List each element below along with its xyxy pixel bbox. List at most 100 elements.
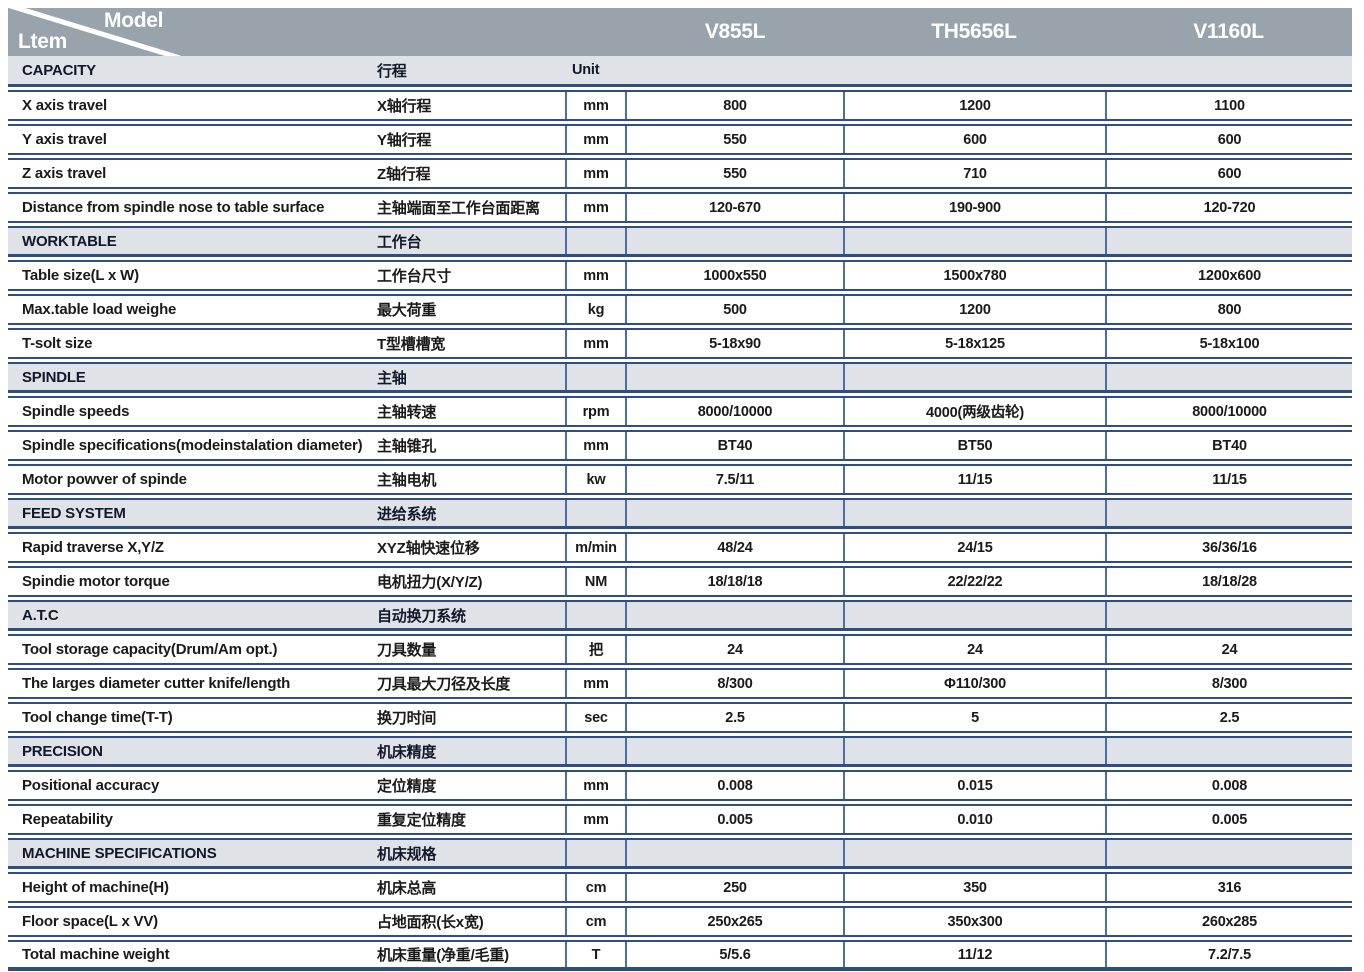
spec-value-th5656l: 5 [843,704,1105,731]
empty-cell [1105,364,1352,390]
spec-value-th5656l: BT50 [843,432,1105,459]
spec-name-en: Motor powver of spinde [22,471,187,488]
spec-value-v855l: 5/5.6 [719,946,751,963]
spec-value-v1160l: 8000/10000 [1105,398,1352,425]
spec-value-th5656l: 4000(两级齿轮) [843,398,1105,425]
unit-column-label [565,840,627,866]
spec-value-v1160l: 600 [1105,126,1352,153]
section-title-en: WORKTABLE [22,232,117,250]
empty-cell [627,364,843,390]
spec-value-v855l: 250x265 [707,913,763,930]
spec-name-en: Spindle speeds [22,403,130,420]
spec-row: T-solt size T型槽槽宽 mm 5-18x90 5-18x125 5-18x10… [8,328,1352,359]
section-row-machine-specifications: MACHINE SPECIFICATIONS 机床规格 [8,838,1352,869]
spec-name-en: Total machine weight [22,946,170,963]
spec-value-v1160l: 316 [1105,874,1352,901]
model-header-v855l: V855L [704,20,766,43]
section-row-feed-system: FEED SYSTEM 进给系统 [8,498,1352,529]
spec-unit: cm [565,874,627,901]
section-title-zh: 工作台 [377,233,422,251]
spec-value-v1160l: 7.2/7.5 [1105,942,1352,967]
spec-value-th5656l: 24 [843,636,1105,663]
spec-value-v1160l: 1100 [1105,92,1352,119]
section-row-precision: PRECISION 机床精度 [8,736,1352,767]
spec-unit: mm [565,262,627,289]
spec-value-v855l: 0.005 [717,811,753,828]
empty-cell [843,840,1105,866]
unit-column-label [565,602,627,628]
spec-name-en: Z axis travel [22,165,107,182]
spec-row: Motor powver of spinde 主轴电机 kw 7.5/11 11/15 1… [8,464,1352,495]
spec-name-zh: 机床重量(净重/毛重) [377,947,509,964]
empty-cell [627,500,843,526]
model-header-v1160l: V1160L [1193,20,1264,43]
empty-cell [1105,602,1352,628]
section-title-en: CAPACITY [22,61,96,79]
spec-value-v1160l: 1200x600 [1105,262,1352,289]
spec-value-th5656l: 1200 [843,296,1105,323]
spec-name-zh: 电机扭力(X/Y/Z) [377,574,483,591]
spec-unit: rpm [565,398,627,425]
section-title-zh: 进给系统 [377,505,437,523]
spec-unit: mm [565,432,627,459]
spec-row: Spindie motor torque 电机扭力(X/Y/Z) NM 18/18/1… [8,566,1352,597]
diagonal-divider-line [8,8,181,56]
spec-unit: mm [565,772,627,799]
spec-value-v855l: 48/24 [717,539,753,556]
spec-value-v1160l: 0.005 [1105,806,1352,833]
spec-value-th5656l: 11/12 [843,942,1105,967]
spec-unit: T [565,942,627,967]
empty-cell [627,56,843,84]
spec-name-zh: Z轴行程 [377,166,431,183]
spec-value-th5656l: 1500x780 [843,262,1105,289]
empty-cell [627,738,843,764]
spec-value-v855l: 800 [723,97,747,114]
spec-name-zh: 主轴转速 [377,404,437,421]
spec-name-en: Repeatability [22,811,113,828]
spec-value-th5656l: 24/15 [843,534,1105,561]
spec-value-v1160l: 18/18/28 [1105,568,1352,595]
empty-cell [1105,500,1352,526]
spec-value-v855l: 7.5/11 [715,471,755,488]
empty-cell [1105,840,1352,866]
section-title-zh: 自动换刀系统 [377,607,466,625]
spec-name-zh: T型槽槽宽 [377,336,446,353]
spec-value-v1160l: 11/15 [1105,466,1352,493]
spec-value-v855l: 8/300 [717,675,753,692]
spec-name-en: Tool storage capacity(Drum/Am opt.) [22,641,278,658]
spec-unit: mm [565,160,627,187]
spec-row: Y axis travel Y轴行程 mm 550 600 600 [8,124,1352,155]
empty-cell [843,738,1105,764]
section-title-zh: 主轴 [377,369,407,387]
spec-value-v1160l: 8/300 [1105,670,1352,697]
spec-value-v1160l: 260x285 [1105,908,1352,935]
spec-name-en: Spindle specifications(modeinstalation d… [22,437,363,454]
spec-name-en: T-solt size [22,335,93,352]
spec-name-en: Distance from spindle nose to table surf… [22,199,325,216]
spec-name-zh: Y轴行程 [377,132,432,149]
spec-unit: kg [565,296,627,323]
spec-unit: kw [565,466,627,493]
model-item-corner-cell: Model Ltem [8,8,627,56]
spec-value-v1160l: 24 [1105,636,1352,663]
spec-value-th5656l: 0.010 [843,806,1105,833]
spec-value-v855l: 550 [723,165,747,182]
empty-cell [627,228,843,254]
unit-column-label: Unit [572,62,600,78]
spec-name-en: Max.table load weighe [22,301,177,318]
spec-value-v1160l: 800 [1105,296,1352,323]
spec-name-en: X axis travel [22,97,107,114]
spec-value-v1160l: 120-720 [1105,194,1352,221]
spec-value-v855l: 1000x550 [703,267,767,284]
spec-unit: 把 [565,636,627,663]
section-row-a-t-c: A.T.C 自动换刀系统 [8,600,1352,631]
spec-value-th5656l: 190-900 [843,194,1105,221]
section-title-zh: 机床精度 [377,743,437,761]
spec-value-v1160l: 600 [1105,160,1352,187]
spec-table-body: CAPACITY 行程 Unit X axis travel X轴行程 mm 800 1200… [8,56,1352,971]
spec-value-v855l: 250 [723,879,747,896]
spec-value-v1160l: 36/36/16 [1105,534,1352,561]
spec-row: Positional accuracy 定位精度 mm 0.008 0.015 0.008 [8,770,1352,801]
section-title-en: MACHINE SPECIFICATIONS [22,844,217,862]
